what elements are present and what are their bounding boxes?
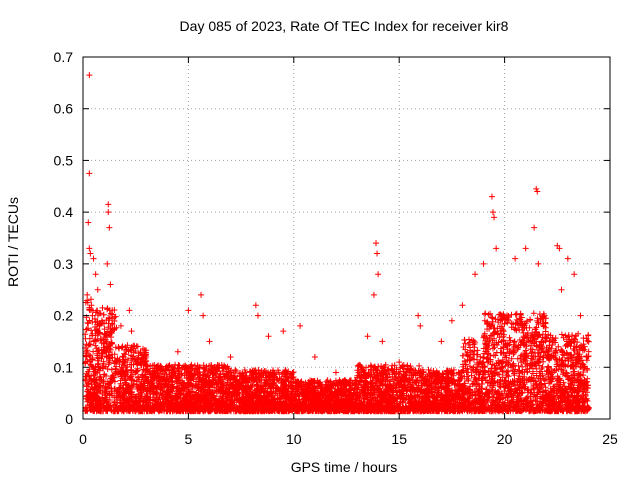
- y-tick-label: 0: [65, 411, 73, 427]
- data-point: [206, 338, 213, 345]
- plot-frame: [82, 56, 611, 420]
- data-point: [105, 209, 112, 216]
- data-point: [512, 255, 519, 262]
- data-point: [104, 260, 111, 267]
- y-tick-label: 0.3: [54, 256, 74, 272]
- data-points: [84, 72, 588, 381]
- y-tick-label: 0.1: [54, 359, 74, 375]
- data-point: [375, 271, 382, 278]
- x-tick-label: 15: [391, 431, 407, 447]
- x-axis-label: GPS time / hours: [291, 459, 398, 475]
- data-point: [105, 201, 112, 208]
- data-point: [84, 291, 91, 298]
- x-tick-label: 10: [286, 431, 302, 447]
- data-point: [415, 312, 422, 319]
- y-tick-label: 0.4: [54, 204, 74, 220]
- data-point: [490, 209, 497, 216]
- data-point: [297, 322, 304, 329]
- data-point: [364, 333, 371, 340]
- data-point: [227, 353, 234, 360]
- data-point: [86, 170, 93, 177]
- data-point: [531, 224, 538, 231]
- x-tick-label: 5: [185, 431, 193, 447]
- data-point: [200, 312, 207, 319]
- data-point: [374, 250, 381, 257]
- data-point: [198, 291, 205, 298]
- y-axis-label: ROTI / TECUs: [5, 197, 21, 287]
- data-point: [379, 338, 386, 345]
- data-point: [534, 188, 541, 195]
- data-point: [280, 328, 287, 335]
- dense-scatter-cloud: [82, 296, 592, 415]
- data-point: [88, 302, 95, 309]
- y-tick-label: 0.6: [54, 101, 74, 117]
- y-tick-label: 0.5: [54, 152, 74, 168]
- data-point: [185, 307, 192, 314]
- data-point: [252, 302, 259, 309]
- axis-ticks: [82, 56, 611, 420]
- data-point: [556, 245, 563, 252]
- data-point: [522, 245, 529, 252]
- data-point: [94, 286, 101, 293]
- chart-title: Day 085 of 2023, Rate Of TEC Index for r…: [180, 18, 509, 34]
- scatter-cloud-markers: [82, 296, 592, 415]
- data-point: [577, 312, 584, 319]
- data-point: [396, 359, 403, 366]
- data-point: [558, 286, 565, 293]
- data-point: [117, 322, 124, 329]
- data-point: [491, 214, 498, 221]
- grid-lines: [83, 57, 610, 419]
- y-tick-labels: 0 0.1 0.2 0.3 0.4 0.5 0.6 0.7: [54, 49, 74, 427]
- data-point: [92, 271, 99, 278]
- data-point: [265, 333, 272, 340]
- data-point: [417, 322, 424, 329]
- data-point: [332, 369, 339, 376]
- data-point: [86, 245, 93, 252]
- data-point: [254, 312, 261, 319]
- x-tick-labels: 0 5 10 15 20 25: [79, 431, 618, 447]
- data-point: [86, 72, 93, 79]
- data-point: [581, 343, 588, 350]
- data-point: [87, 250, 94, 257]
- data-point: [106, 224, 113, 231]
- data-point: [472, 271, 479, 278]
- x-tick-label: 20: [497, 431, 513, 447]
- data-point: [448, 317, 455, 324]
- x-tick-label: 0: [79, 431, 87, 447]
- data-point: [459, 302, 466, 309]
- data-point: [571, 271, 578, 278]
- data-point: [107, 281, 114, 288]
- y-tick-label: 0.2: [54, 308, 74, 324]
- data-point: [488, 193, 495, 200]
- data-point: [373, 240, 380, 247]
- data-point: [564, 255, 571, 262]
- data-point: [90, 255, 97, 262]
- data-point: [535, 260, 542, 267]
- data-point: [85, 219, 92, 226]
- data-point: [480, 260, 487, 267]
- data-point: [126, 307, 133, 314]
- data-point: [311, 353, 318, 360]
- data-point: [143, 353, 150, 360]
- data-point: [370, 291, 377, 298]
- data-point: [174, 348, 181, 355]
- data-point: [134, 343, 141, 350]
- y-tick-label: 0.7: [54, 49, 74, 65]
- data-point: [493, 245, 500, 252]
- data-point: [438, 338, 445, 345]
- data-point: [128, 328, 135, 335]
- x-tick-label: 25: [602, 431, 618, 447]
- data-point: [533, 185, 540, 192]
- data-point: [354, 374, 361, 381]
